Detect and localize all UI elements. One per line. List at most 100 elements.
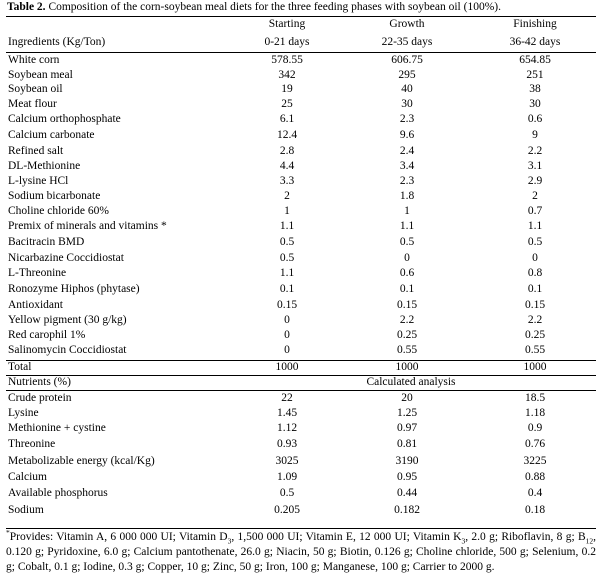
cell-starting: 2.8: [279, 145, 295, 157]
cell-finishing: 2.9: [527, 175, 543, 187]
cell-growth: 0.97: [396, 422, 418, 434]
cell-growth: 0.95: [396, 471, 418, 483]
cell-growth: 2.4: [399, 145, 415, 157]
total-finishing: 1000: [523, 361, 547, 373]
nutrients-header-row: Nutrients (%) Calculated analysis: [6, 376, 596, 390]
total-label: Total: [8, 361, 32, 373]
table-row: Soybean oil 19 40 38: [6, 83, 596, 97]
cell-growth: 0.6: [399, 267, 415, 279]
total-row: Total 1000 1000 1000: [6, 361, 596, 375]
cell-finishing: 2: [532, 190, 538, 202]
nutrients-rule: [6, 375, 596, 376]
cell-growth: 9.6: [399, 129, 415, 141]
table-row: Refined salt 2.8 2.4 2.2: [6, 145, 596, 159]
table-row: Premix of minerals and vitamins * 1.1 1.1 1…: [6, 220, 596, 234]
cell-finishing: 0.9: [527, 422, 543, 434]
table-row: Nicarbazine Coccidiostat 0.5 0 0: [6, 252, 596, 266]
cell-finishing: 18.5: [524, 392, 546, 404]
cell-growth: 40: [401, 83, 413, 95]
cell-starting: 1.1: [279, 220, 295, 232]
table-row: Available phosphorus 0.5 0.44 0.4: [6, 487, 596, 501]
cell-finishing: 251: [526, 69, 544, 81]
table-row: Sodium bicarbonate 2 1.8 2: [6, 190, 596, 204]
cell-starting: 0.5: [279, 236, 295, 248]
cell-starting: 0.93: [276, 438, 298, 450]
footnote-part-3: , 2.0 g; Riboflavin, 8 g; B: [465, 531, 586, 543]
cell-label: Ronozyme Hiphos (phytase): [8, 283, 140, 295]
cell-starting: 6.1: [279, 113, 295, 125]
cell-finishing: 0.5: [527, 236, 543, 248]
cell-label: Calcium: [8, 471, 47, 483]
cell-starting: 3.3: [279, 175, 295, 187]
table-row: DL-Methionine 4.4 3.4 3.1: [6, 160, 596, 174]
cell-growth: 606.75: [391, 54, 423, 66]
cell-label: L-lysine HCl: [8, 175, 69, 187]
nutrients-header-rule: [6, 390, 596, 391]
cell-growth: 3190: [395, 455, 419, 467]
cell-starting: 3025: [275, 455, 299, 467]
footnote-part-4: , 0.120 g; Pyridoxine, 6.0 g; Calcium pa…: [6, 531, 597, 573]
header-days-starting: 0-21 days: [264, 36, 310, 48]
table-row: Calcium orthophosphate 6.1 2.3 0.6: [6, 113, 596, 127]
cell-finishing: 0.6: [527, 113, 543, 125]
header-phase-starting: Starting: [268, 18, 306, 30]
cell-label: Sodium: [8, 504, 44, 516]
cell-growth: 1.1: [399, 220, 415, 232]
cell-growth: 0.1: [399, 283, 415, 295]
nutrients-label: Nutrients (%): [8, 376, 71, 388]
cell-finishing: 0.8: [527, 267, 543, 279]
cell-finishing: 38: [529, 83, 541, 95]
header-days-growth: 22-35 days: [381, 36, 433, 48]
cell-label: L-Threonine: [8, 267, 67, 279]
cell-starting: 1: [284, 205, 290, 217]
cell-label: Available phosphorus: [8, 487, 108, 499]
cell-finishing: 1.18: [524, 407, 546, 419]
cell-label: Calcium carbonate: [8, 129, 95, 141]
table-row: Calcium 1.09 0.95 0.88: [6, 471, 596, 485]
footnote-part-1: Provides: Vitamin A, 6 000 000 UI; Vitam…: [9, 531, 228, 543]
cell-label: Sodium bicarbonate: [8, 190, 101, 202]
footnote-sub-1: 3: [227, 536, 232, 546]
cell-label: Meat flour: [8, 98, 57, 110]
cell-starting: 19: [281, 83, 293, 95]
top-rule: [6, 16, 596, 17]
header-row-days: Ingredients (Kg/Ton) 0-21 days 22-35 day…: [6, 36, 596, 50]
cell-growth: 2.3: [399, 175, 415, 187]
cell-finishing: 3.1: [527, 160, 543, 172]
table-row: Red carophil 1% 0 0.25 0.25: [6, 329, 596, 343]
table-row: Yellow pigment (30 g/kg) 0 2.2 2.2: [6, 314, 596, 328]
cell-growth: 0.15: [396, 299, 418, 311]
cell-label: Soybean meal: [8, 69, 73, 81]
header-phase-growth: Growth: [389, 18, 425, 30]
cell-label: Lysine: [8, 407, 39, 419]
cell-finishing: 30: [529, 98, 541, 110]
cell-label: Choline chloride 60%: [8, 205, 109, 217]
cell-finishing: 3225: [523, 455, 547, 467]
table-caption-label: Table 2.: [7, 1, 46, 13]
footnote-part-2: , 1,500 000 UI; Vitamin E, 12 000 UI; Vi…: [231, 531, 462, 543]
cell-growth: 0.44: [396, 487, 418, 499]
cell-growth: 1.8: [399, 190, 415, 202]
table-row: White corn 578.55 606.75 654.85: [6, 54, 596, 68]
cell-starting: 0.205: [274, 504, 300, 516]
cell-growth: 0: [404, 252, 410, 264]
cell-growth: 2.3: [399, 113, 415, 125]
cell-starting: 2: [284, 190, 290, 202]
cell-label: Bacitracin BMD: [8, 236, 85, 248]
table-row: Crude protein 22 20 18.5: [6, 392, 596, 406]
cell-growth: 295: [398, 69, 416, 81]
cell-finishing: 0.25: [524, 329, 546, 341]
cell-starting: 1.12: [276, 422, 298, 434]
cell-label: Red carophil 1%: [8, 329, 86, 341]
cell-label: Antioxidant: [8, 299, 63, 311]
cell-finishing: 0.76: [524, 438, 546, 450]
footnote-sub-3: 12: [585, 536, 594, 546]
cell-starting: 4.4: [279, 160, 295, 172]
cell-starting: 0.5: [279, 487, 295, 499]
table-row: L-lysine HCl 3.3 2.3 2.9: [6, 175, 596, 189]
cell-finishing: 0.1: [527, 283, 543, 295]
bottom-rule: [6, 528, 596, 529]
header-row-phase: Starting Growth Finishing: [6, 18, 596, 32]
table-row: Meat flour 25 30 30: [6, 98, 596, 112]
